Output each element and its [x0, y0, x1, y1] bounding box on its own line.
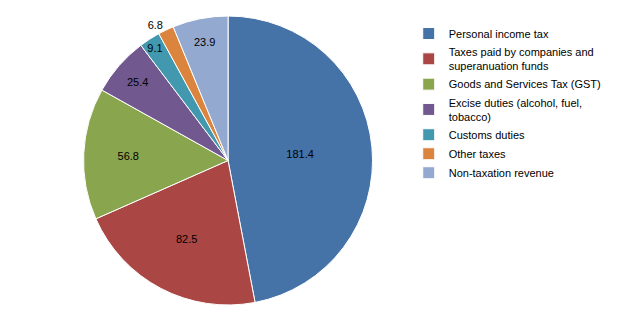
- svg-text:82.5: 82.5: [176, 233, 197, 245]
- svg-text:Other taxes: Other taxes: [449, 148, 506, 160]
- svg-text:Personal income tax: Personal income tax: [449, 28, 549, 40]
- svg-text:9.1: 9.1: [147, 42, 162, 54]
- svg-text:Non-taxation revenue: Non-taxation revenue: [449, 167, 554, 179]
- svg-text:6.8: 6.8: [148, 19, 163, 31]
- svg-text:181.4: 181.4: [286, 148, 314, 160]
- svg-text:Goods and Services Tax (GST): Goods and Services Tax (GST): [449, 78, 601, 90]
- svg-text:56.8: 56.8: [118, 150, 139, 162]
- svg-text:Taxes paid by companies andsup: Taxes paid by companies andsuperanuation…: [449, 46, 594, 72]
- svg-text:25.4: 25.4: [127, 76, 148, 88]
- svg-text:Excise duties (alcohol, fuel,t: Excise duties (alcohol, fuel,tobacco): [449, 97, 582, 123]
- svg-text:Customs duties: Customs duties: [449, 129, 525, 141]
- svg-text:23.9: 23.9: [194, 36, 215, 48]
